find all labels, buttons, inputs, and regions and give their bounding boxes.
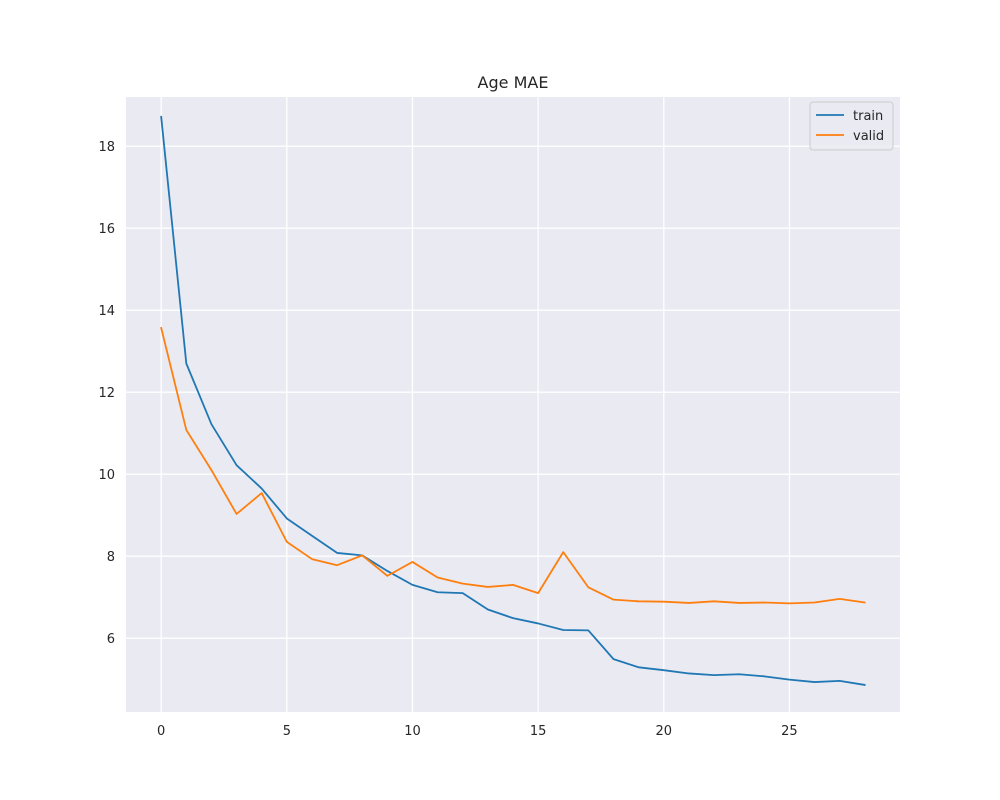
series-lines — [160, 115, 866, 686]
y-tick-label: 10 — [98, 468, 115, 483]
tick-labels: 0 5 10 15 20 25 6 8 10 12 14 16 18 — [98, 140, 797, 739]
legend-box — [809, 101, 894, 151]
x-tick-label: 5 — [283, 724, 291, 739]
series-line-train — [160, 115, 866, 686]
x-tick-label: 0 — [157, 724, 165, 739]
legend-label-train: train — [853, 109, 883, 124]
y-tick-label: 12 — [98, 386, 115, 401]
chart-title: Age MAE — [478, 73, 549, 92]
x-tick-label: 10 — [404, 724, 421, 739]
y-tick-label: 6 — [107, 632, 115, 647]
x-tick-label: 25 — [781, 724, 798, 739]
plot-background — [126, 97, 900, 712]
x-tick-label: 15 — [530, 724, 547, 739]
y-tick-label: 14 — [98, 304, 115, 319]
y-tick-label: 16 — [98, 222, 115, 237]
legend: train valid — [809, 101, 894, 151]
grid — [126, 97, 900, 712]
y-tick-label: 8 — [107, 550, 115, 565]
legend-label-valid: valid — [853, 129, 884, 144]
y-tick-label: 18 — [98, 140, 115, 155]
x-tick-label: 20 — [656, 724, 673, 739]
series-line-valid — [160, 326, 866, 605]
